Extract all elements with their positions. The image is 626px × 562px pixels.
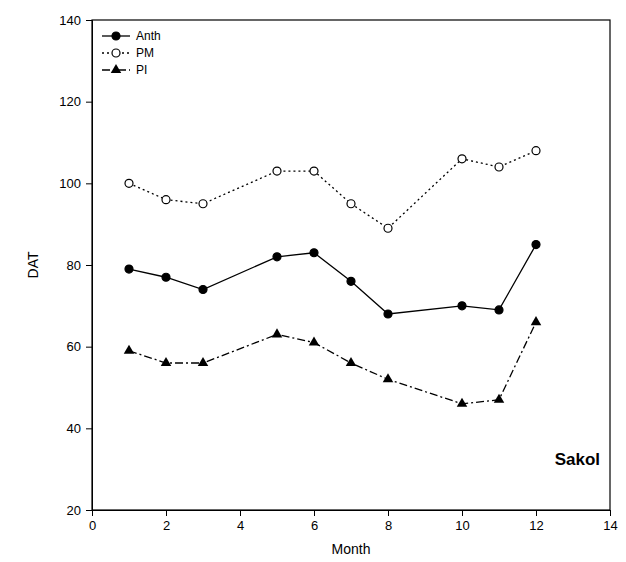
tick-mark — [86, 265, 92, 266]
data-point — [199, 200, 207, 208]
tick-mark — [166, 510, 167, 516]
annotation: Sakol — [555, 450, 600, 469]
data-point — [161, 357, 172, 366]
legend-label: PI — [136, 63, 147, 77]
tick: 2 — [163, 510, 170, 533]
legend-marker — [111, 64, 122, 73]
data-point — [124, 345, 135, 354]
data-point — [125, 179, 133, 187]
data-point — [458, 155, 466, 163]
tick: 120 — [59, 94, 92, 109]
tick-mark — [86, 183, 92, 184]
axis-line — [93, 511, 611, 517]
tick: 20 — [67, 503, 92, 518]
data-point — [272, 328, 283, 337]
plot: 0 2 4 6 8 10 12 14 20 40 60 80 100 120 140 Anth PM PI Sako… — [59, 13, 617, 534]
tick-mark — [536, 510, 537, 516]
tick-mark — [610, 510, 611, 516]
series-line — [129, 322, 536, 404]
tick-label: 14 — [603, 518, 617, 533]
data-point — [383, 373, 394, 382]
tick-mark — [462, 510, 463, 516]
series-line — [129, 245, 536, 314]
y-axis: 20 40 60 80 100 120 140 — [59, 13, 92, 518]
data-point — [310, 249, 318, 257]
tick-label: 8 — [385, 518, 392, 533]
data-point — [384, 310, 392, 318]
tick-label: 12 — [529, 518, 543, 533]
data-point — [273, 167, 281, 175]
tick: 0 — [89, 510, 96, 533]
marks — [124, 147, 542, 407]
x-axis-title: Month — [332, 541, 371, 557]
data-point — [347, 277, 355, 285]
tick: 140 — [59, 13, 92, 28]
tick-label: 140 — [59, 13, 81, 28]
tick-mark — [86, 347, 92, 348]
data-point — [458, 302, 466, 310]
tick: 6 — [311, 510, 318, 533]
tick: 4 — [237, 510, 244, 533]
tick-label: 40 — [67, 421, 81, 436]
data-point — [495, 306, 503, 314]
tick-label: 20 — [67, 503, 81, 518]
data-point — [532, 241, 540, 249]
legend-label: PM — [136, 46, 154, 60]
tick-mark — [86, 428, 92, 429]
chart: 0 2 4 6 8 10 12 14 20 40 60 80 100 120 140 Anth PM PI Sako… — [0, 0, 626, 562]
tick-label: 80 — [67, 258, 81, 273]
data-point — [494, 394, 505, 403]
plot-frame — [92, 20, 610, 510]
tick-mark — [86, 102, 92, 103]
tick: 14 — [603, 510, 617, 533]
data-point — [310, 167, 318, 175]
tick-label: 6 — [311, 518, 318, 533]
tick-label: 60 — [67, 339, 81, 354]
data-point — [384, 224, 392, 232]
legend-marker — [112, 49, 120, 57]
legend-label: Anth — [136, 29, 161, 43]
data-point — [273, 253, 281, 261]
data-point — [346, 357, 357, 366]
tick: 40 — [67, 421, 92, 436]
legend-marker — [112, 32, 120, 40]
tick-mark — [388, 510, 389, 516]
data-point — [125, 265, 133, 273]
data-point — [347, 200, 355, 208]
data-point — [162, 273, 170, 281]
legend: Anth PM PI — [102, 29, 161, 77]
tick-mark — [240, 510, 241, 516]
tick-label: 10 — [455, 518, 469, 533]
tick-label: 100 — [59, 176, 81, 191]
tick: 80 — [67, 258, 92, 273]
data-point — [531, 316, 542, 325]
tick-label: 4 — [237, 518, 244, 533]
tick-label: 2 — [163, 518, 170, 533]
tick: 8 — [385, 510, 392, 533]
data-point — [198, 357, 209, 366]
data-point — [532, 147, 540, 155]
tick: 100 — [59, 176, 92, 191]
y-axis-title: DAT — [25, 251, 41, 278]
tick-mark — [86, 510, 92, 511]
data-point — [309, 337, 320, 346]
tick-mark — [86, 20, 92, 21]
tick: 12 — [529, 510, 543, 533]
tick-label: 0 — [89, 518, 96, 533]
tick: 60 — [67, 339, 92, 354]
tick-label: 120 — [59, 94, 81, 109]
x-axis: 0 2 4 6 8 10 12 14 — [89, 510, 618, 533]
data-point — [457, 398, 468, 407]
data-point — [495, 163, 503, 171]
tick-mark — [314, 510, 315, 516]
data-point — [199, 286, 207, 294]
axis-line — [86, 21, 93, 511]
tick: 10 — [455, 510, 469, 533]
data-point — [162, 196, 170, 204]
series-line — [129, 151, 536, 229]
